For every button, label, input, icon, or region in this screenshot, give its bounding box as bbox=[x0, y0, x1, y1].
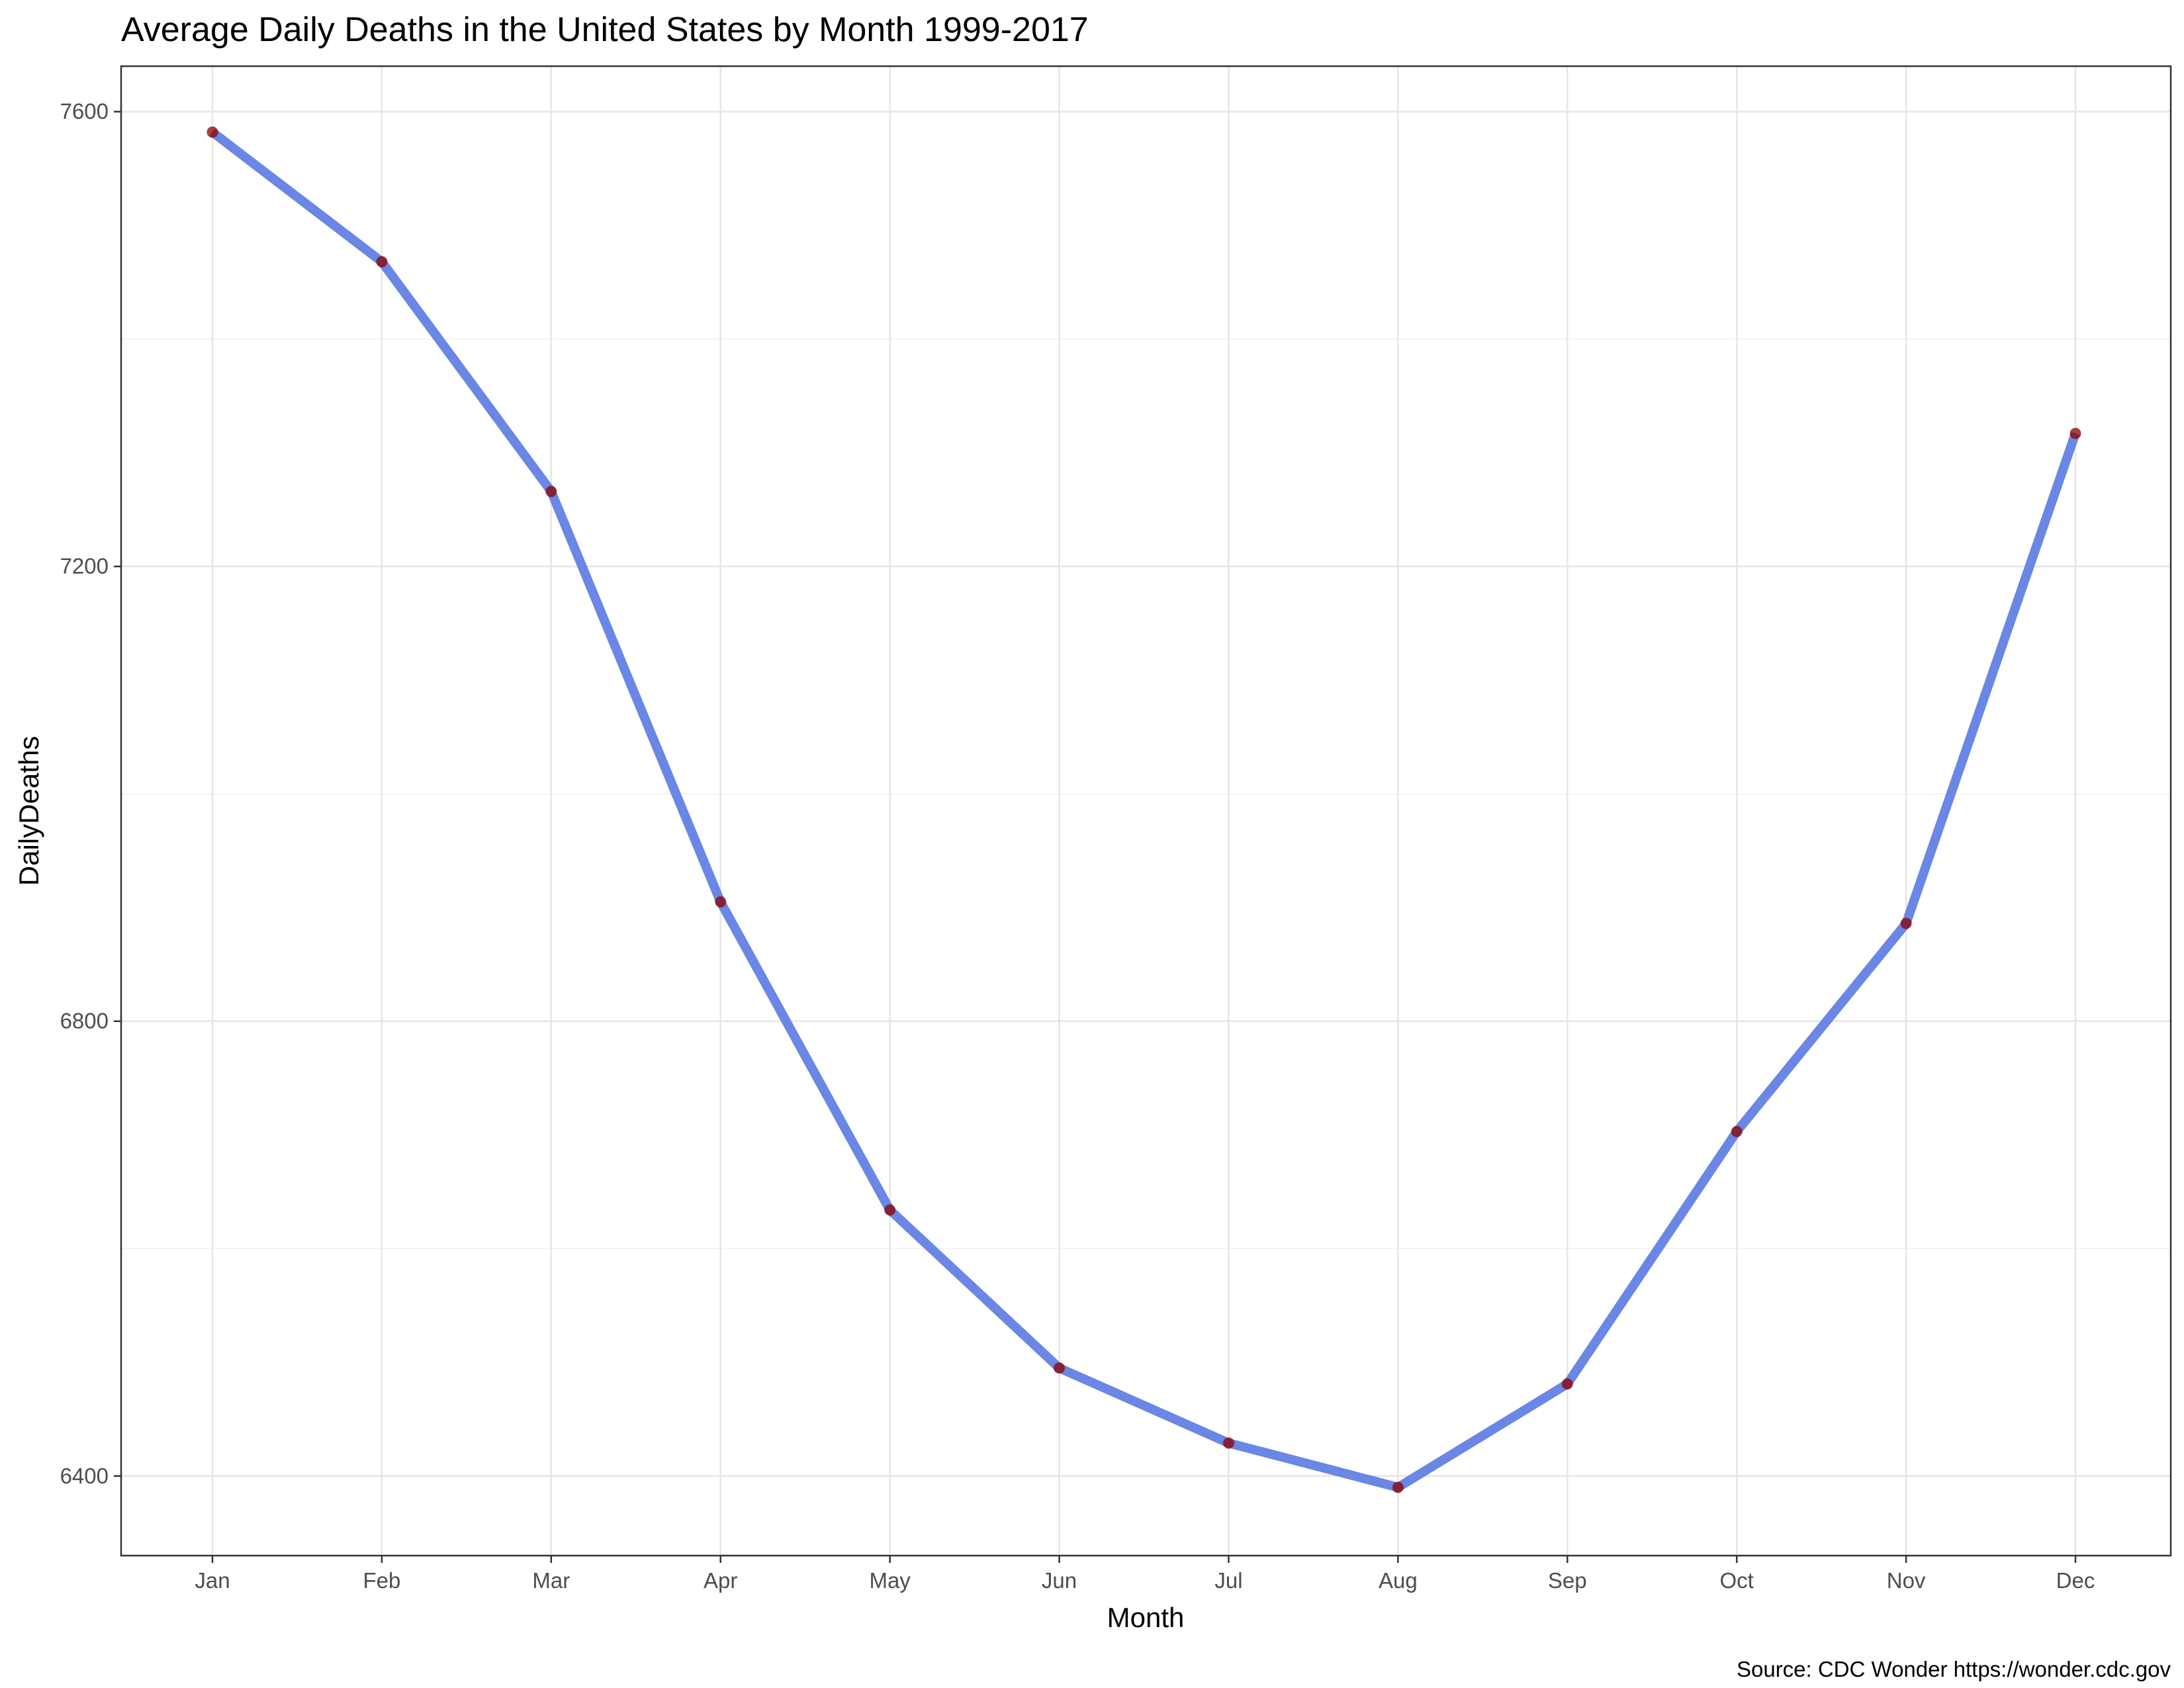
data-point bbox=[1222, 1437, 1234, 1449]
x-tick-label: Jul bbox=[1214, 1568, 1242, 1593]
x-tick-label: Feb bbox=[363, 1568, 400, 1593]
y-axis-ticks: 6400 6800 7200 7600 bbox=[60, 99, 121, 1488]
series-line bbox=[209, 128, 2080, 1492]
data-series bbox=[206, 126, 2081, 1493]
x-axis-title: Month bbox=[1107, 1602, 1185, 1633]
x-tick-label: Jan bbox=[195, 1568, 230, 1593]
x-axis-ticks: Jan Feb Mar Apr May Jun Jul Aug Sep Oct Nov Dec bbox=[195, 1556, 2095, 1593]
data-point bbox=[1731, 1125, 1743, 1137]
data-point bbox=[376, 256, 388, 267]
y-tick-label: 6800 bbox=[60, 1009, 109, 1033]
y-tick-label: 7200 bbox=[60, 554, 109, 579]
data-point bbox=[715, 896, 727, 908]
x-tick-label: Nov bbox=[1887, 1568, 1926, 1593]
data-point bbox=[206, 126, 218, 138]
y-tick-label: 7600 bbox=[60, 99, 109, 124]
data-point bbox=[884, 1204, 896, 1216]
x-tick-label: Oct bbox=[1720, 1568, 1754, 1593]
x-tick-label: Mar bbox=[532, 1568, 570, 1593]
data-point bbox=[1392, 1481, 1404, 1493]
x-tick-label: May bbox=[869, 1568, 911, 1593]
y-tick-label: 6400 bbox=[60, 1464, 109, 1488]
plot-panel-border bbox=[120, 65, 2172, 1557]
data-point bbox=[545, 485, 557, 497]
source-caption: Source: CDC Wonder https://wonder.cdc.go… bbox=[1737, 1657, 2171, 1681]
gridlines bbox=[121, 66, 2171, 1556]
x-tick-label: Sep bbox=[1548, 1568, 1587, 1593]
data-point bbox=[1054, 1362, 1066, 1374]
data-point bbox=[1561, 1378, 1573, 1390]
x-tick-label: Apr bbox=[704, 1568, 737, 1593]
y-axis-title: DailyDeaths bbox=[13, 736, 44, 886]
data-point bbox=[2070, 428, 2081, 440]
data-point bbox=[1900, 917, 1912, 929]
chart-title: Average Daily Deaths in the United State… bbox=[121, 11, 1089, 49]
x-tick-label: Jun bbox=[1042, 1568, 1077, 1593]
x-tick-label: Aug bbox=[1379, 1568, 1418, 1593]
x-tick-label: Dec bbox=[2056, 1568, 2095, 1593]
